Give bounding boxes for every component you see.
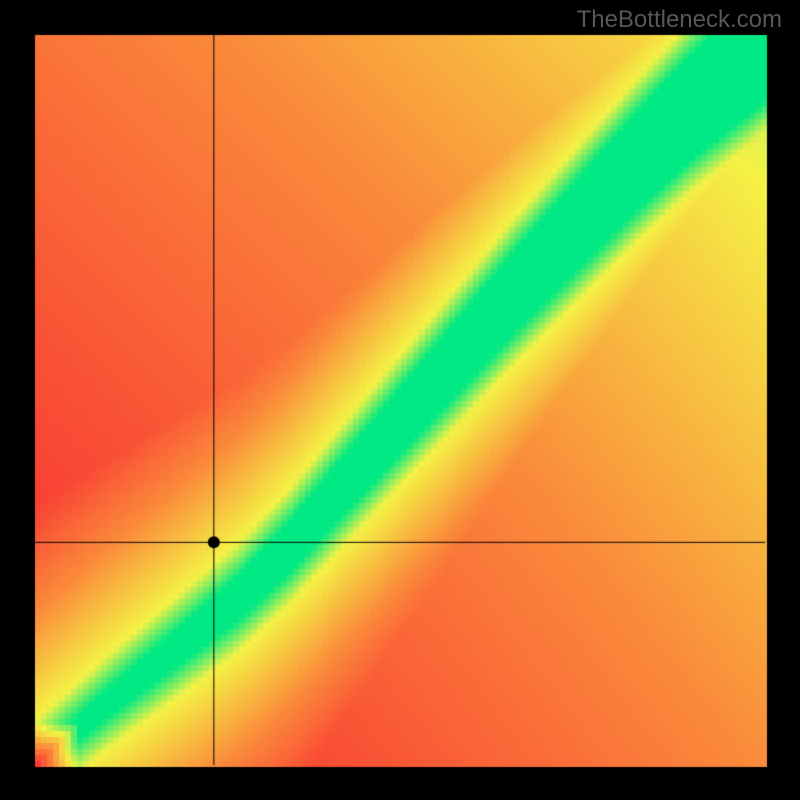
- watermark-text: TheBottleneck.com: [577, 6, 782, 34]
- bottleneck-heatmap-canvas: [0, 0, 800, 800]
- chart-container: TheBottleneck.com: [0, 0, 800, 800]
